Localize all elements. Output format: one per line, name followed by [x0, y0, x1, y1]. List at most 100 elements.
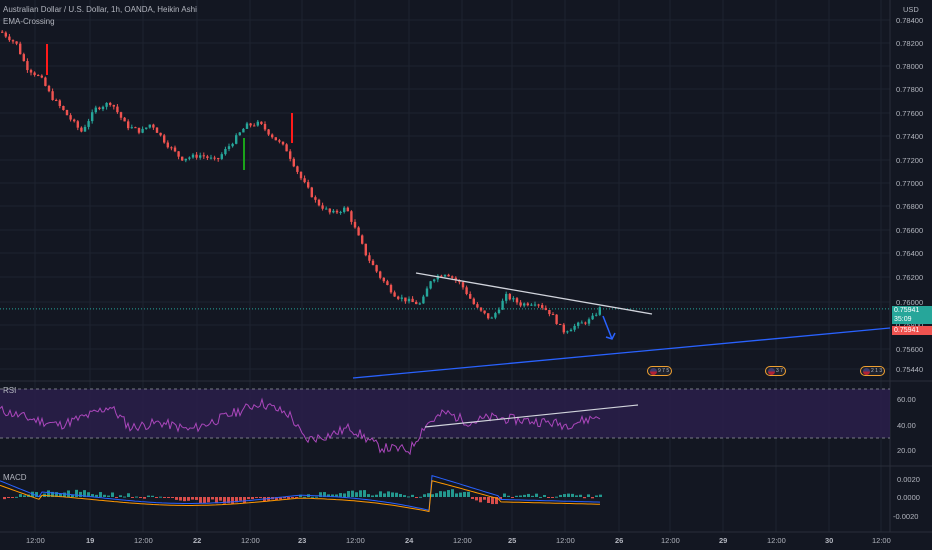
symbol-title[interactable]: Australian Dollar / U.S. Dollar, 1h, OAN… [3, 5, 197, 14]
price-tick-label: 0.77600 [896, 109, 924, 118]
candle-body [296, 166, 299, 172]
macd-histogram-bar [411, 494, 414, 497]
candle-body [353, 221, 357, 228]
macd-line [0, 474, 601, 511]
macd-histogram-bar [483, 497, 486, 500]
macd-histogram-bar [199, 497, 202, 504]
candle-body [465, 287, 468, 294]
candle-body [386, 281, 389, 286]
candle-body [497, 309, 501, 314]
candle-body [425, 288, 429, 297]
macd-histogram-bar [519, 495, 522, 497]
candle-body [371, 260, 375, 266]
candle-body [271, 134, 274, 138]
macd-histogram-bar [259, 497, 262, 498]
macd-level-zero: 0.0000 [897, 493, 920, 502]
candle-body [166, 142, 169, 148]
macd-histogram-bar [7, 497, 10, 498]
candle-body [285, 144, 288, 152]
macd-histogram-bar [147, 495, 150, 497]
candle-body [515, 298, 519, 303]
macd-histogram-bar [191, 497, 194, 500]
macd-histogram-bar [535, 493, 538, 497]
resistance-trendline [415, 272, 653, 315]
candle-body [44, 77, 47, 86]
rsi-level-20: 20.00 [897, 446, 916, 455]
macd-histogram-bar [251, 497, 254, 500]
macd-label[interactable]: MACD [3, 473, 27, 482]
candle-body [181, 156, 184, 161]
macd-histogram-bar [475, 497, 478, 501]
macd-histogram-bar [319, 492, 322, 497]
macd-histogram-bar [215, 497, 218, 504]
macd-histogram-bar [219, 497, 222, 501]
time-tick-label: 12:00 [346, 536, 365, 545]
macd-histogram-bar [571, 493, 574, 497]
macd-histogram-bar [367, 494, 370, 497]
macd-histogram-bar [531, 495, 534, 497]
price-tick-label: 0.76600 [896, 226, 924, 235]
price-tick-label: 0.77800 [896, 85, 924, 94]
candle-body [411, 298, 414, 302]
candle-body [569, 329, 573, 332]
candle-body [33, 72, 36, 76]
macd-histogram-bar [243, 497, 246, 504]
macd-histogram-bar [403, 495, 406, 497]
candle-body [451, 276, 454, 278]
macd-histogram-bar [139, 497, 142, 498]
indicator-label-ema[interactable]: EMA-Crossing [3, 17, 55, 26]
candle-body [37, 75, 40, 77]
candle-body [458, 280, 461, 283]
macd-histogram-bar [439, 491, 442, 497]
candle-body [375, 265, 378, 272]
macd-histogram-bar [559, 494, 562, 497]
macd-histogram-bar [203, 497, 206, 504]
macd-histogram-bar [55, 492, 58, 497]
candle-body [397, 296, 400, 299]
economic-event-3[interactable]: 2 1 3 [860, 366, 886, 376]
macd-histogram-bar [167, 497, 170, 498]
candle-body [242, 128, 245, 133]
candle-body [555, 314, 558, 324]
macd-histogram-bar [179, 497, 182, 501]
us-flag-icon [650, 367, 657, 375]
macd-histogram-bar [587, 494, 590, 497]
macd-histogram-bar [163, 497, 166, 498]
candle-body [235, 135, 238, 144]
candle-body [260, 121, 263, 125]
macd-histogram-bar [387, 491, 390, 497]
macd-histogram-bar [71, 494, 74, 497]
candle-body [8, 36, 11, 41]
candle-body [127, 121, 130, 129]
candle-body [209, 157, 213, 159]
macd-histogram-bar [275, 497, 278, 501]
rsi-label[interactable]: RSI [3, 386, 17, 395]
candle-body [191, 154, 195, 158]
candle-body [393, 292, 396, 297]
macd-histogram-bar [159, 496, 162, 498]
macd-histogram-bar [15, 496, 18, 498]
candle-body [213, 157, 216, 159]
macd-histogram-bar [567, 493, 570, 497]
candle-body [249, 123, 252, 126]
time-tick-label: 12:00 [661, 536, 680, 545]
economic-event-1[interactable]: 9 7 5 [647, 366, 673, 376]
candle-body [199, 155, 202, 158]
macd-histogram-bar [119, 495, 122, 497]
candle-body [335, 210, 339, 213]
economic-event-2[interactable]: 3 7 [765, 366, 786, 376]
candle-body [364, 243, 367, 256]
macd-histogram-bar [399, 493, 402, 497]
macd-histogram-bar [351, 490, 354, 497]
price-tick-label: 0.75440 [896, 365, 924, 374]
price-tick-label: 0.76800 [896, 202, 924, 211]
macd-histogram-bar [143, 497, 146, 499]
macd-histogram-bar [503, 493, 506, 497]
rsi-level-40: 40.00 [897, 421, 916, 430]
macd-histogram-bar [407, 496, 410, 498]
macd-histogram-bar [431, 494, 434, 497]
macd-histogram-bar [303, 496, 306, 498]
macd-histogram-bar [127, 493, 130, 497]
candle-body [479, 307, 483, 311]
